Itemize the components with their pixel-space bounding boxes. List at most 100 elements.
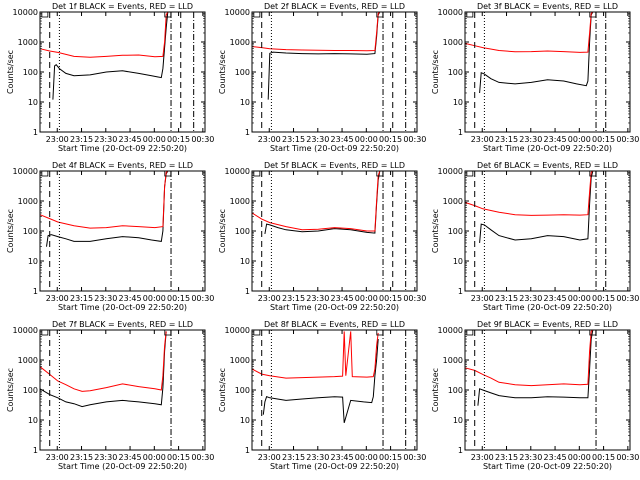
y-tick-label: 10 [240, 98, 250, 107]
y-tick-label: 1000 [18, 38, 38, 47]
y-tick-label: 10000 [225, 8, 250, 17]
x-tick-label: 23:15 [70, 453, 93, 462]
x-tick-label: 00:30 [191, 453, 214, 462]
y-tick-label: 10000 [225, 167, 250, 176]
marker-square [41, 170, 49, 177]
series-lld-line [39, 11, 169, 58]
x-tick-label: 23:30 [519, 294, 542, 303]
x-tick-label: 00:30 [616, 135, 639, 144]
y-tick-label: 10000 [13, 167, 38, 176]
x-tick-label: 00:00 [143, 135, 166, 144]
y-tick-label: 10 [453, 416, 463, 425]
x-tick-label: 23:15 [282, 294, 305, 303]
panel-title: Det 8f BLACK = Events, RED = LLD [264, 320, 405, 329]
x-tick-label: 23:30 [94, 453, 117, 462]
y-tick-label: 100 [235, 386, 250, 395]
y-tick-label: 100 [235, 68, 250, 77]
panel-title: Det 9f BLACK = Events, RED = LLD [477, 320, 618, 329]
y-axis-label: Counts/sec [6, 50, 15, 94]
y-tick-label: 10 [240, 257, 250, 266]
x-axis-label: Start Time (20-Oct-09 22:50:20) [58, 462, 187, 471]
x-axis-label: Start Time (20-Oct-09 22:50:20) [483, 303, 612, 312]
x-tick-label: 23:00 [471, 135, 494, 144]
x-tick-label: 00:30 [191, 294, 214, 303]
series-events-line [267, 11, 381, 100]
x-tick-label: 23:45 [331, 453, 354, 462]
y-tick-label: 10000 [13, 8, 38, 17]
y-tick-label: 1 [245, 446, 250, 455]
series-events-line [262, 338, 379, 424]
panel-title: Det 1f BLACK = Events, RED = LLD [52, 2, 193, 11]
x-tick-label: 23:30 [519, 453, 542, 462]
x-tick-label: 23:00 [46, 453, 69, 462]
x-tick-label: 23:45 [119, 453, 142, 462]
y-tick-label: 100 [23, 227, 38, 236]
x-tick-label: 23:15 [70, 294, 93, 303]
series-events-line [479, 170, 594, 243]
y-axis-label: Counts/sec [431, 368, 440, 412]
y-tick-label: 10000 [225, 326, 250, 335]
y-tick-label: 100 [448, 68, 463, 77]
x-tick-label: 00:15 [379, 294, 402, 303]
x-tick-label: 00:00 [568, 294, 591, 303]
panel-title: Det 4f BLACK = Events, RED = LLD [52, 161, 193, 170]
x-tick-label: 23:45 [544, 135, 567, 144]
y-tick-label: 10 [240, 416, 250, 425]
y-tick-label: 100 [235, 227, 250, 236]
x-axis-label: Start Time (20-Oct-09 22:50:20) [483, 462, 612, 471]
x-tick-label: 23:15 [282, 453, 305, 462]
panel-4: Det 4f BLACK = Events, RED = LLD 1 10 100 10… [6, 161, 214, 312]
series-lld-line [251, 11, 381, 52]
y-tick-label: 1000 [18, 356, 38, 365]
x-axis-label: Start Time (20-Oct-09 22:50:20) [270, 303, 399, 312]
y-axis-label: Counts/sec [431, 50, 440, 94]
y-tick-label: 10000 [438, 167, 463, 176]
panel-7: Det 7f BLACK = Events, RED = LLD 1 10 100 10… [6, 320, 214, 471]
x-tick-label: 00:15 [379, 453, 402, 462]
series-lld-line [464, 11, 594, 53]
y-tick-label: 1000 [230, 197, 250, 206]
x-tick-label: 00:15 [167, 294, 190, 303]
marker-square [466, 170, 474, 177]
y-tick-label: 100 [23, 68, 38, 77]
marker-square [253, 11, 261, 18]
y-tick-label: 100 [448, 227, 463, 236]
y-tick-label: 10000 [13, 326, 38, 335]
series-lld-line [39, 331, 167, 392]
x-tick-label: 23:15 [70, 135, 93, 144]
x-tick-label: 00:00 [355, 135, 378, 144]
x-tick-label: 00:00 [355, 294, 378, 303]
x-tick-label: 23:30 [306, 453, 329, 462]
x-tick-label: 00:00 [143, 453, 166, 462]
y-tick-label: 1 [33, 446, 38, 455]
panel-title: Det 2f BLACK = Events, RED = LLD [264, 2, 405, 11]
y-tick-label: 1 [33, 287, 38, 296]
series-lld-line [464, 170, 594, 216]
x-tick-label: 23:00 [46, 294, 69, 303]
y-tick-label: 1000 [230, 38, 250, 47]
y-tick-label: 10 [28, 98, 38, 107]
marker-square [253, 170, 261, 177]
x-tick-label: 23:00 [471, 294, 494, 303]
panel-9: Det 9f BLACK = Events, RED = LLD 1 10 100 10… [431, 320, 639, 471]
marker-square [41, 329, 49, 336]
panel-title: Det 7f BLACK = Events, RED = LLD [52, 320, 193, 329]
x-tick-label: 23:15 [495, 294, 518, 303]
x-tick-label: 23:30 [94, 294, 117, 303]
y-tick-label: 10 [28, 257, 38, 266]
x-tick-label: 23:30 [94, 135, 117, 144]
x-tick-label: 00:30 [403, 135, 426, 144]
x-tick-label: 00:15 [592, 294, 615, 303]
y-tick-label: 1000 [230, 356, 250, 365]
x-tick-label: 23:45 [544, 453, 567, 462]
series-lld-line [251, 331, 379, 379]
y-tick-label: 1000 [443, 197, 463, 206]
y-tick-label: 1 [458, 128, 463, 137]
x-tick-label: 23:00 [258, 135, 281, 144]
y-tick-label: 1 [458, 446, 463, 455]
x-axis-label: Start Time (20-Oct-09 22:50:20) [270, 462, 399, 471]
marker-square [466, 11, 474, 18]
marker-square [466, 329, 474, 336]
y-axis-label: Counts/sec [218, 50, 227, 94]
x-axis-label: Start Time (20-Oct-09 22:50:20) [58, 303, 187, 312]
